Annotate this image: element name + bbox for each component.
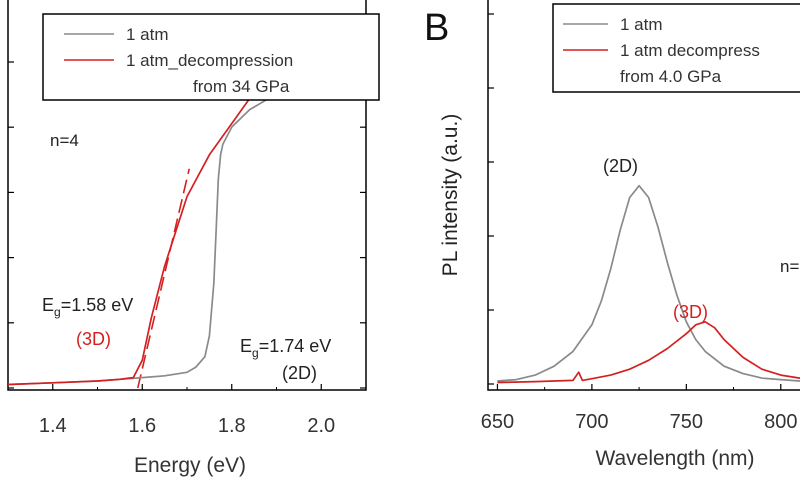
panel-b-x-tick-label-0: 650 bbox=[481, 411, 514, 433]
panel-a-x-axis-label: Energy (eV) bbox=[134, 454, 246, 477]
panel-a-3d-tag: (3D) bbox=[76, 329, 111, 349]
panel-a-x-ticks: 1.4 1.6 1.8 2.0 bbox=[39, 384, 335, 437]
panel-b-series-line-1 bbox=[497, 320, 800, 384]
panel-b-legend: 1 atm 1 atm decompress from 4.0 GPa bbox=[552, 3, 800, 93]
panel-a-x-tick-label-1: 1.6 bbox=[128, 415, 156, 437]
panel-a-fit-line bbox=[136, 168, 191, 389]
panel-a-x-tick-label-3: 2.0 bbox=[307, 415, 335, 437]
panel-b-legend-entry-3: from 4.0 GPa bbox=[620, 67, 722, 86]
panel-b-legend-entry-1: 1 atm bbox=[620, 15, 663, 34]
panel-a-fit-line-mark bbox=[136, 168, 191, 389]
panel-a: 1.4 1.6 1.8 2.0 Energy (eV) n=4 Eg=1.58 eV … bbox=[7, 0, 380, 477]
panel-b-label: B bbox=[424, 7, 449, 49]
panel-b-x-ticks: 650 700 750 800 bbox=[481, 13, 797, 433]
panel-b-plot-frame bbox=[487, 0, 800, 391]
panel-b-x-tick-label-2: 750 bbox=[670, 411, 703, 433]
panel-b-n-label: n= bbox=[780, 257, 799, 276]
panel-b-series-line-0 bbox=[497, 184, 800, 382]
panel-a-x-tick-label-0: 1.4 bbox=[39, 415, 67, 437]
panel-b-3d-tag: (3D) bbox=[673, 302, 708, 322]
panel-a-eg-2d-label: Eg=1.74 eV bbox=[240, 336, 331, 360]
panel-b: B 650 700 750 800 PL intensity (a.u.) Wavel… bbox=[424, 0, 800, 470]
panel-a-x-tick-label-2: 1.8 bbox=[218, 415, 246, 437]
panel-a-legend-entry-2: 1 atm_decompression bbox=[126, 51, 293, 70]
panel-b-legend-box bbox=[552, 3, 800, 93]
panel-b-2d-tag: (2D) bbox=[603, 156, 638, 176]
panel-b-x-axis-label: Wavelength (nm) bbox=[595, 447, 754, 470]
panel-a-eg-3d-label: Eg=1.58 eV bbox=[42, 295, 133, 319]
panel-b-series bbox=[497, 184, 800, 384]
panel-a-2d-tag: (2D) bbox=[282, 363, 317, 383]
panel-b-y-axis-label: PL intensity (a.u.) bbox=[439, 114, 462, 277]
panel-a-legend-box bbox=[42, 13, 380, 101]
panel-a-legend-entry-3: from 34 GPa bbox=[193, 77, 290, 96]
panel-b-legend-entry-2: 1 atm decompress bbox=[620, 41, 760, 60]
panel-a-legend: 1 atm 1 atm_decompression from 34 GPa bbox=[42, 13, 380, 101]
panel-a-legend-entry-1: 1 atm bbox=[126, 25, 169, 44]
panel-a-n-label: n=4 bbox=[50, 131, 79, 150]
panel-b-x-tick-label-1: 700 bbox=[575, 411, 608, 433]
panel-a-series-line-1 bbox=[7, 63, 278, 386]
panel-b-x-tick-label-3: 800 bbox=[764, 411, 797, 433]
